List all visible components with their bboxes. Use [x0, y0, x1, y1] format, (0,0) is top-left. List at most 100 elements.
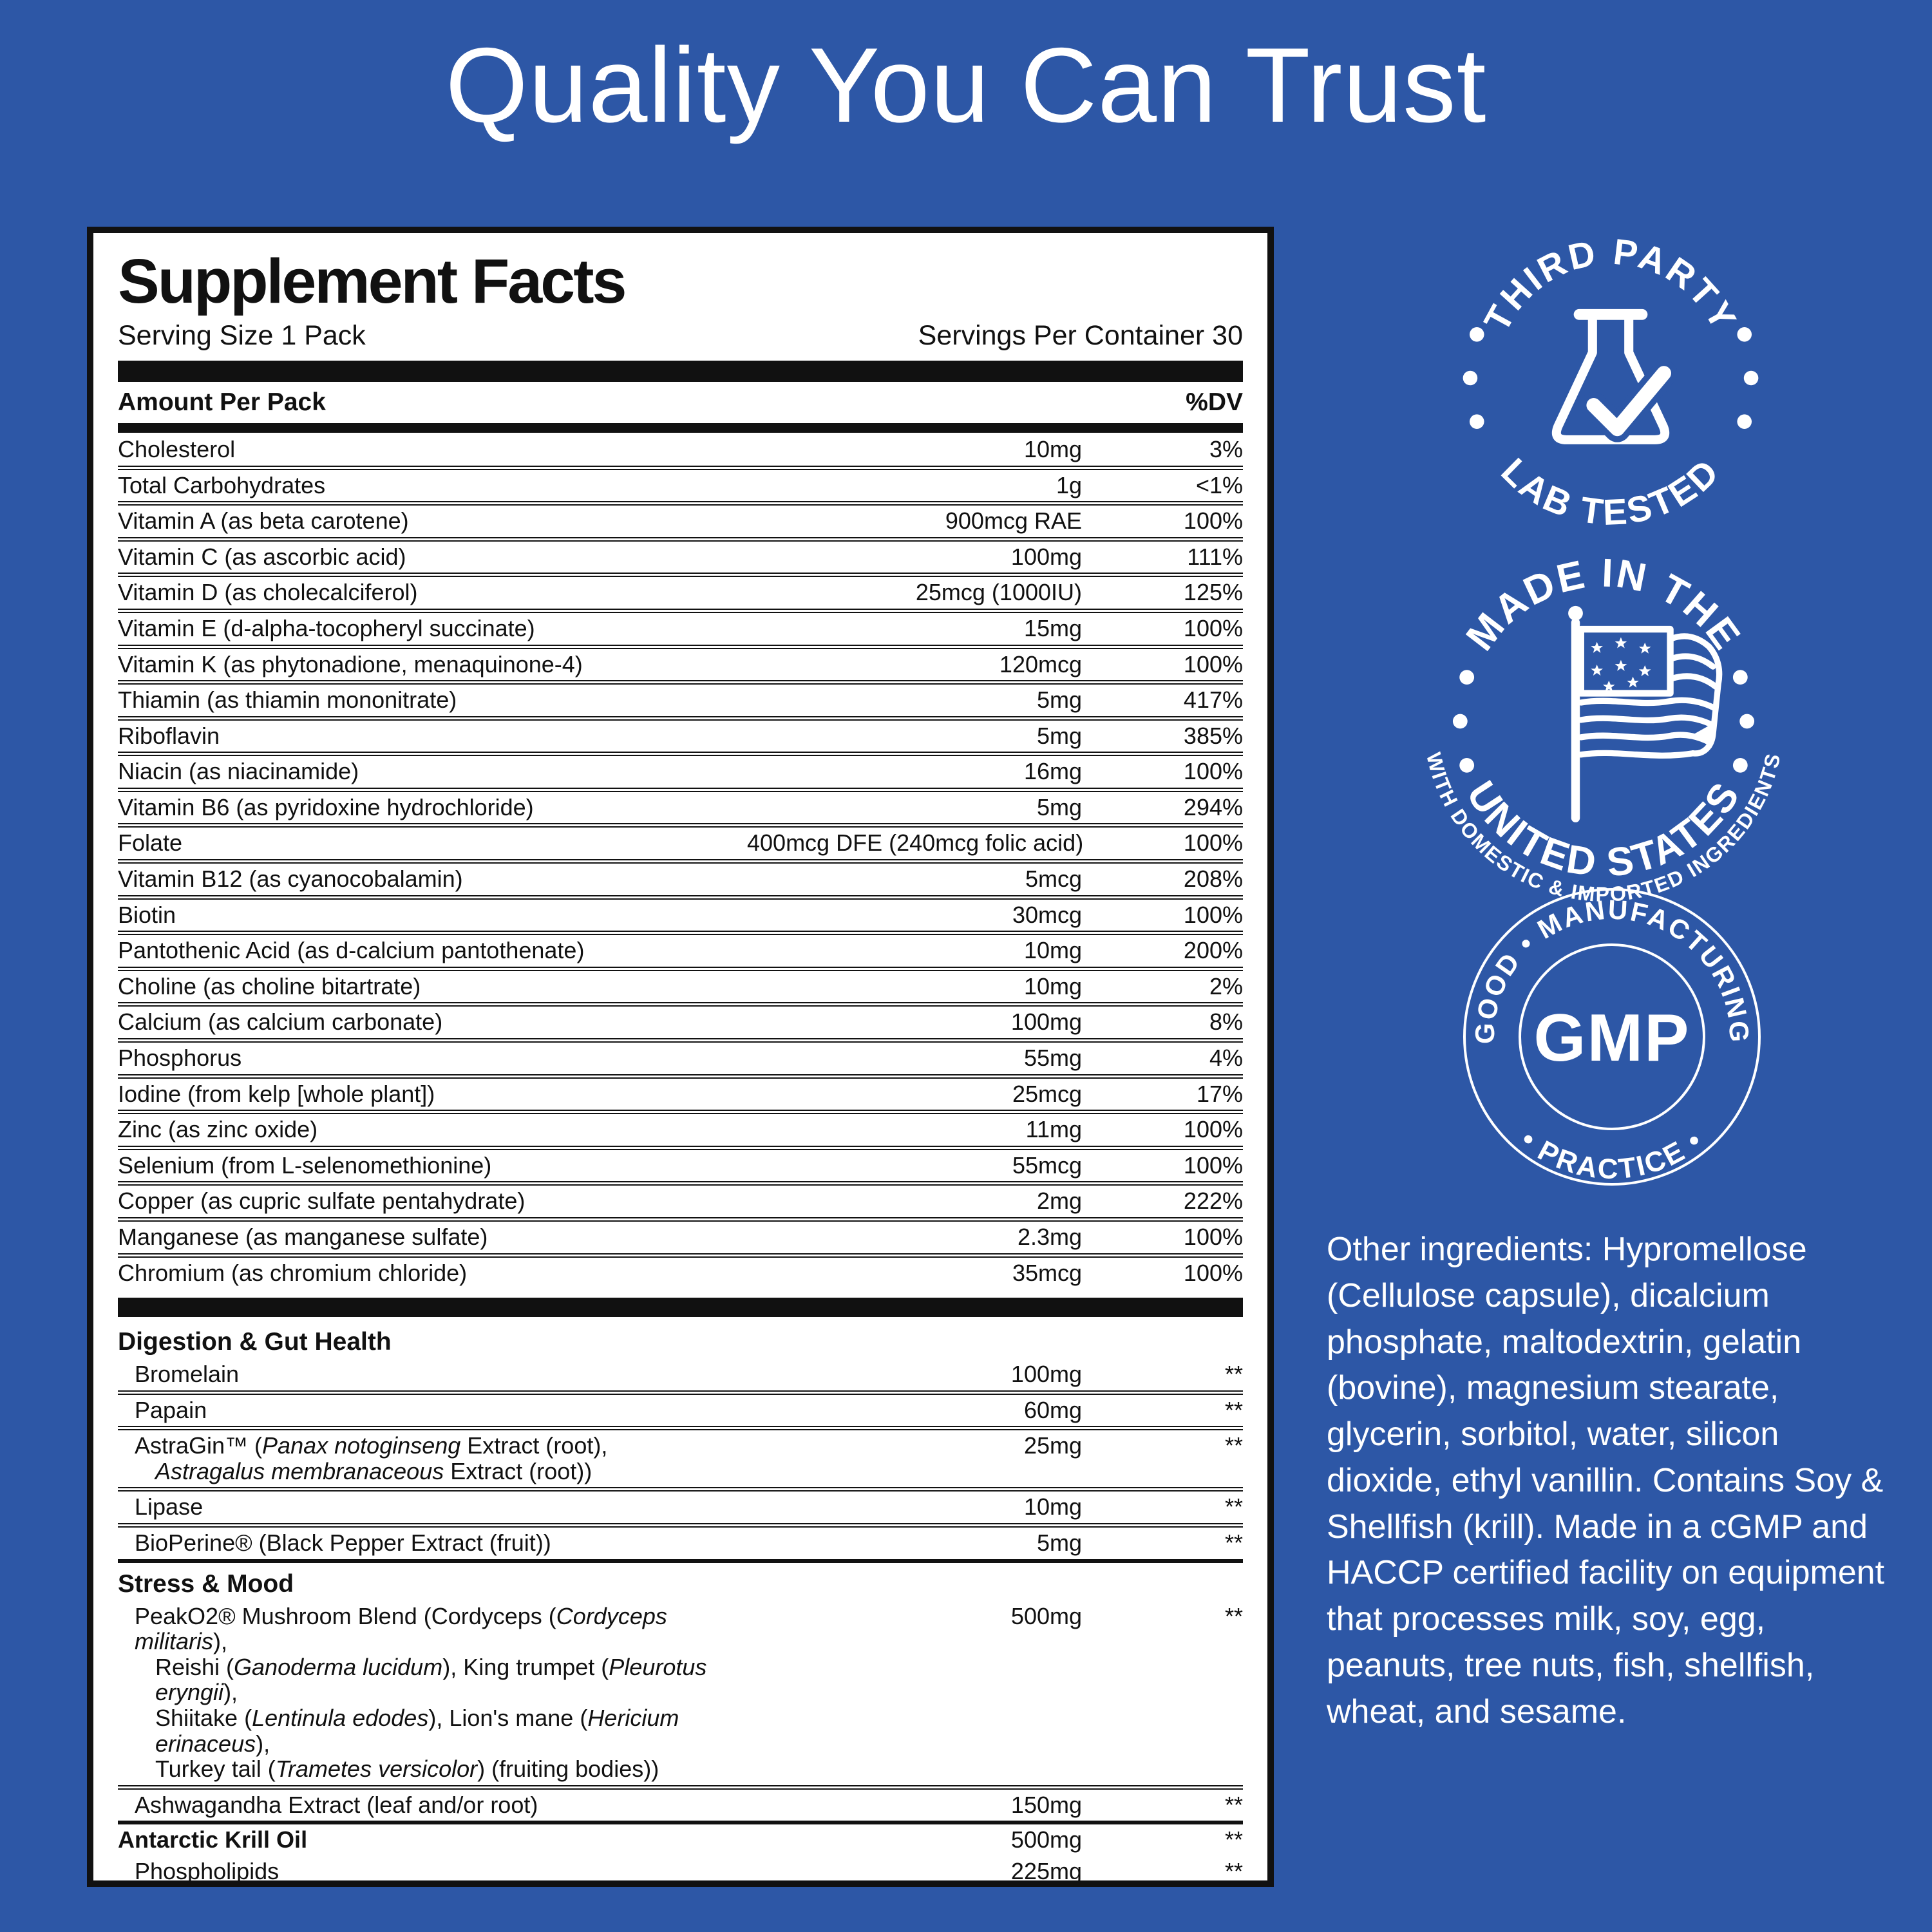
table-row: Phospholipids 225mg **: [118, 1856, 1243, 1884]
gmp-center-text: GMP: [1534, 1001, 1690, 1075]
us-flag-icon: [1568, 605, 1723, 822]
amount: 100mg: [1010, 543, 1082, 570]
amount: 15mg: [1023, 614, 1082, 641]
amount: 5mg: [1036, 722, 1082, 749]
section-title: Digestion & Gut Health: [118, 1328, 392, 1356]
column-header-row: Amount Per Pack %DV: [118, 384, 1243, 421]
table-row: BioPerine® (Black Pepper Extract (fruit)…: [118, 1523, 1243, 1559]
daily-value: **: [1224, 1602, 1243, 1629]
ingredient-name: Pantothenic Acid (as d-calcium pantothen…: [118, 937, 585, 964]
ingredient-name: Niacin (as niacinamide): [118, 758, 359, 785]
table-row: Selenium (from L-selenomethionine) 55mcg 1…: [118, 1145, 1243, 1182]
section-title: Stress & Mood: [118, 1569, 294, 1598]
practice-arc-text: • PRACTICE •: [1515, 1124, 1708, 1185]
table-row: Pantothenic Acid (as d-calcium pantothen…: [118, 931, 1243, 967]
amount: 5mg: [1036, 687, 1082, 714]
daily-value: **: [1224, 1361, 1243, 1388]
daily-value: 111%: [1187, 543, 1243, 570]
amount: 16mg: [1023, 758, 1082, 785]
daily-value: **: [1224, 1493, 1243, 1520]
table-row: Manganese (as manganese sulfate) 2.3mg 100…: [118, 1217, 1243, 1253]
amount: 10mg: [1023, 435, 1082, 462]
daily-value: **: [1224, 1826, 1243, 1853]
daily-value: **: [1224, 1857, 1243, 1884]
daily-value: **: [1224, 1432, 1243, 1459]
ingredient-name: Bromelain: [135, 1361, 240, 1388]
ingredient-name: Total Carbohydrates: [118, 471, 326, 498]
table-row: Vitamin B6 (as pyridoxine hydrochloride)…: [118, 787, 1243, 824]
ingredient-name: Zinc (as zinc oxide): [118, 1116, 318, 1143]
table-row: Vitamin B12 (as cyanocobalamin) 5mcg 208%: [118, 859, 1243, 895]
daily-value: **: [1224, 1791, 1243, 1818]
svg-text:LAB TESTED: LAB TESTED: [1493, 450, 1727, 529]
lab-tested-arc-text: LAB TESTED: [1493, 450, 1725, 529]
daily-value: 3%: [1209, 435, 1243, 462]
third-party-arc-text: THIRD PARTY: [1476, 231, 1743, 338]
daily-value: 100%: [1183, 614, 1243, 641]
ingredient-name: Manganese (as manganese sulfate): [118, 1224, 488, 1250]
gmp-badge: GOOD • MANUFACTURING • PRACTICE • GMP: [1463, 888, 1761, 1186]
table-row: Vitamin A (as beta carotene) 900mcg RAE 10…: [118, 501, 1243, 537]
table-row: Calcium (as calcium carbonate) 100mg 8%: [118, 1002, 1243, 1038]
servings-per-container: Servings Per Container 30: [918, 319, 1243, 351]
daily-value: 294%: [1183, 793, 1243, 820]
amount: 55mcg: [1012, 1151, 1082, 1179]
daily-value: 100%: [1183, 1259, 1243, 1286]
divider-bar: [118, 360, 1243, 382]
serving-size: Serving Size 1 Pack: [118, 319, 366, 351]
amount: 2.3mg: [1017, 1224, 1082, 1250]
made-in-usa-badge: MADE IN THE UNITED STATES WITH DOMESTIC …: [1422, 551, 1784, 906]
ingredient-name: Thiamin (as thiamin mononitrate): [118, 687, 457, 714]
ingredient-name: Vitamin D (as cholecalciferol): [118, 579, 418, 606]
ingredient-name: Vitamin B6 (as pyridoxine hydrochloride): [118, 793, 534, 820]
amount: 55mg: [1023, 1045, 1082, 1072]
table-row: AstraGin™ (Panax notoginseng Extract (ro…: [118, 1426, 1243, 1487]
divider-bar: [118, 422, 1243, 433]
ingredient-name: BioPerine® (Black Pepper Extract (fruit)…: [135, 1530, 551, 1557]
flask-check-icon: [1551, 308, 1678, 444]
ingredient-name: AstraGin™ (Panax notoginseng Extract (ro…: [135, 1432, 608, 1484]
table-row: Niacin (as niacinamide) 16mg 100%: [118, 752, 1243, 788]
daily-value: 100%: [1183, 507, 1243, 535]
daily-value: 100%: [1183, 1224, 1243, 1250]
amount: 900mcg RAE: [945, 507, 1082, 535]
daily-value: **: [1224, 1530, 1243, 1557]
ingredient-name: Vitamin A (as beta carotene): [118, 507, 409, 535]
other-ingredients-text: Other ingredients: Hypromellose (Cellulo…: [1327, 1231, 1885, 1730]
table-row: Bromelain 100mg **: [118, 1359, 1243, 1390]
dv-header: %DV: [1186, 388, 1243, 416]
ingredient-name: Antarctic Krill Oil: [118, 1826, 308, 1853]
section-header: Digestion & Gut Health: [118, 1321, 1243, 1359]
amount: 2mg: [1036, 1188, 1082, 1215]
ingredient-name: Riboflavin: [118, 722, 220, 749]
daily-value: 222%: [1183, 1188, 1243, 1215]
amount: 500mg: [1010, 1602, 1082, 1629]
table-row: Total Carbohydrates 1g <1%: [118, 465, 1243, 502]
ingredient-name: Selenium (from L-selenomethionine): [118, 1151, 492, 1179]
daily-value: 385%: [1183, 722, 1243, 749]
amount: 10mg: [1023, 937, 1082, 964]
ingredient-name: Cholesterol: [118, 435, 236, 462]
serving-row: Serving Size 1 Pack Servings Per Contain…: [118, 320, 1243, 352]
amount: 400mcg DFE (240mcg folic acid): [747, 829, 1084, 857]
amount: 10mg: [1023, 1493, 1082, 1520]
daily-value: 208%: [1183, 866, 1243, 893]
nutrient-table: Cholesterol 10mg 3% Total Carbohydrates 1g <1…: [118, 434, 1243, 1884]
daily-value: 200%: [1183, 937, 1243, 964]
amount: 120mcg: [999, 650, 1082, 677]
amount: 11mg: [1025, 1116, 1082, 1143]
amount: 25mcg: [1012, 1080, 1082, 1107]
daily-value: 100%: [1183, 829, 1243, 857]
table-row: Biotin 30mcg 100%: [118, 895, 1243, 931]
ingredient-name: Vitamin K (as phytonadione, menaquinone-…: [118, 650, 583, 677]
table-row: Copper (as cupric sulfate pentahydrate) 2…: [118, 1181, 1243, 1217]
amount: 25mg: [1023, 1432, 1082, 1459]
page-title: Quality You Can Trust: [445, 26, 1487, 144]
amount: 500mg: [1010, 1826, 1082, 1853]
ingredient-name: Phosphorus: [118, 1045, 242, 1072]
amount: 225mg: [1010, 1857, 1082, 1884]
daily-value: 100%: [1183, 758, 1243, 785]
ingredient-name: Phospholipids: [135, 1857, 279, 1884]
table-row: Papain 60mg **: [118, 1390, 1243, 1426]
